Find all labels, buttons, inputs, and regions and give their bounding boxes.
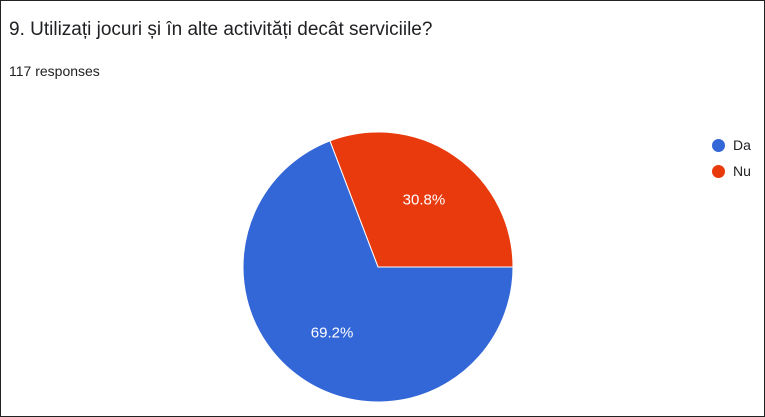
legend-swatch-da: [712, 138, 725, 152]
legend-swatch-nu: [712, 164, 725, 178]
pie-slice-nu[interactable]: [329, 131, 514, 268]
legend-label-nu: Nu: [733, 163, 751, 179]
legend-item-nu[interactable]: Nu: [712, 158, 751, 184]
legend-item-da[interactable]: Da: [712, 132, 751, 158]
legend-label-da: Da: [733, 137, 751, 153]
slice-label-da: 69.2%: [311, 325, 354, 342]
slice-label-nu: 30.8%: [403, 191, 446, 208]
pie-slice-da[interactable]: [242, 140, 514, 403]
question-title: 9. Utilizați jocuri și în alte activităț…: [9, 19, 433, 40]
legend: Da Nu: [712, 132, 751, 184]
response-count: 117 responses: [9, 63, 100, 79]
